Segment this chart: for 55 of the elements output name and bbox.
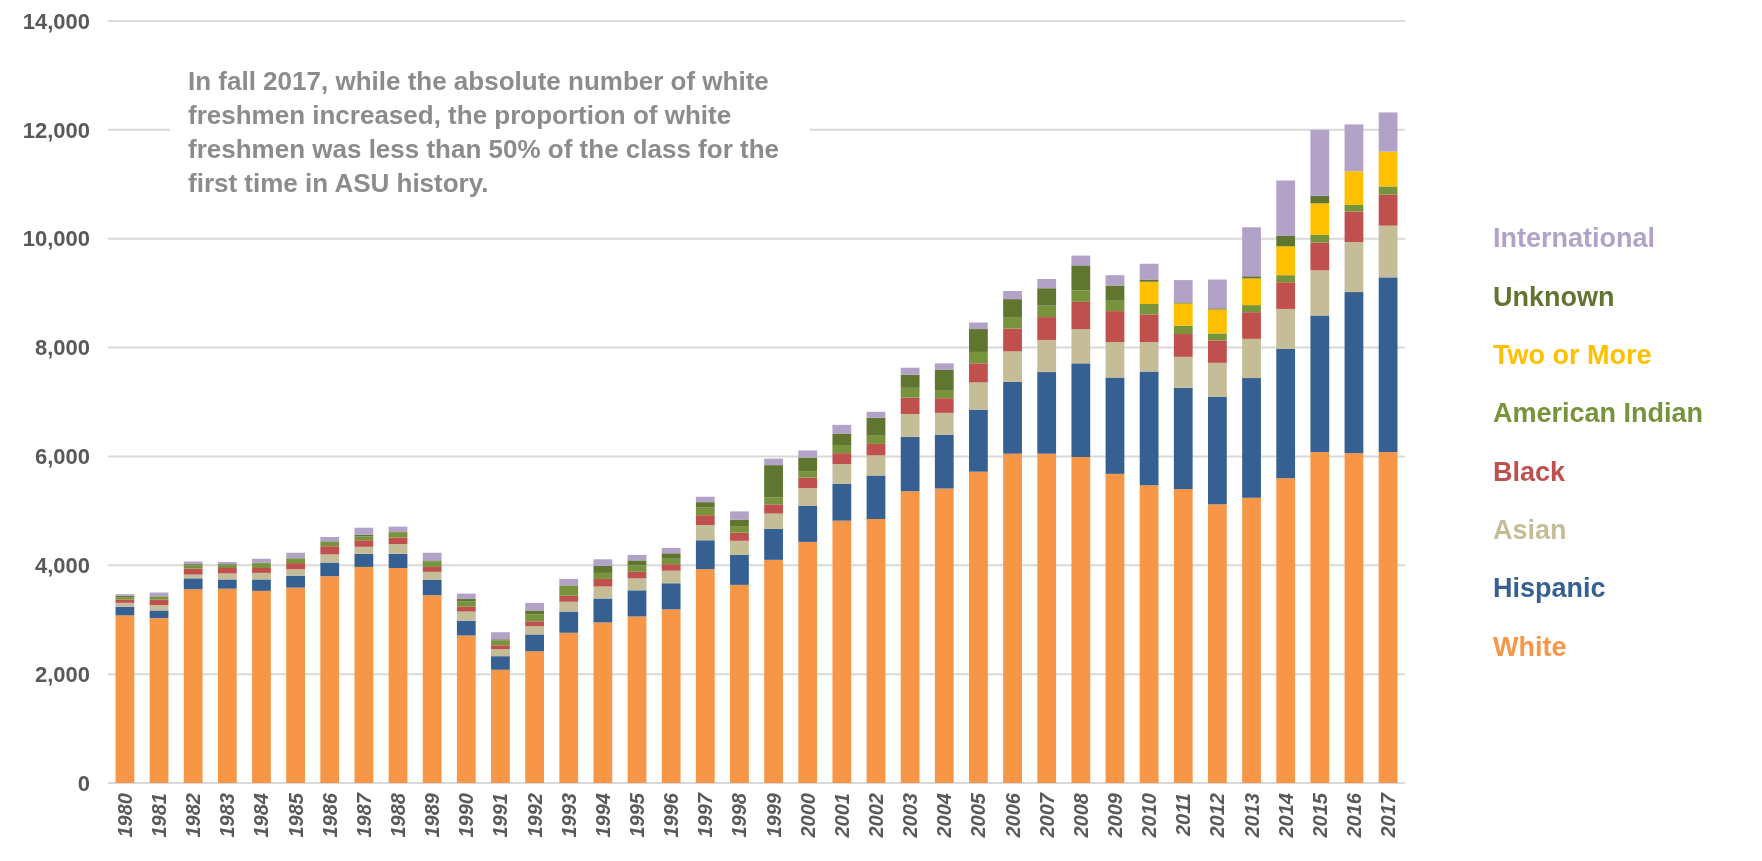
x-tick-label: 2004 bbox=[933, 793, 956, 839]
text: Asian bbox=[1493, 514, 1567, 545]
x-tick-label: 2007 bbox=[1035, 792, 1058, 839]
x-tick-label: 1995 bbox=[626, 792, 649, 838]
x-tick-label: 1990 bbox=[455, 793, 478, 838]
x-tick-label: 1994 bbox=[591, 793, 614, 838]
y-tick-label: 0 bbox=[77, 770, 90, 796]
x-tick-label: 2008 bbox=[1069, 792, 1092, 839]
x-tick-label: 1999 bbox=[762, 792, 785, 838]
x-tick-label: 2011 bbox=[1172, 793, 1195, 838]
x-tick-label: 1996 bbox=[660, 792, 683, 838]
x-tick-label: 2002 bbox=[864, 793, 887, 839]
x-tick-label: 2010 bbox=[1138, 793, 1161, 839]
x-tick-label: 1991 bbox=[489, 793, 512, 838]
x-tick-label: 1983 bbox=[216, 793, 239, 838]
text: White bbox=[1493, 631, 1567, 662]
text: Unknown bbox=[1493, 281, 1615, 312]
x-tick-label: 1993 bbox=[557, 793, 580, 838]
x-tick-label: 1982 bbox=[182, 793, 205, 838]
x-tick-label: 2006 bbox=[1001, 792, 1024, 839]
y-tick-label: 6,000 bbox=[34, 444, 90, 470]
x-tick-label: 1988 bbox=[387, 792, 410, 838]
x-tick-label: 1998 bbox=[728, 792, 751, 838]
text: Two or More bbox=[1493, 340, 1652, 371]
text: Hispanic bbox=[1493, 573, 1606, 604]
x-tick-label: 2003 bbox=[899, 793, 922, 839]
y-tick-label: 4,000 bbox=[34, 552, 90, 578]
y-tick-label: 2,000 bbox=[34, 661, 90, 687]
y-tick-label: 14,000 bbox=[22, 8, 90, 34]
text: International bbox=[1493, 223, 1656, 254]
y-tick-label: 12,000 bbox=[22, 117, 90, 143]
x-tick-label: 1987 bbox=[352, 792, 375, 838]
x-tick-label: 1997 bbox=[694, 792, 717, 838]
x-tick-label: 2005 bbox=[967, 792, 990, 839]
x-tick-label: 2017 bbox=[1377, 792, 1400, 839]
y-tick-label: 8,000 bbox=[34, 335, 90, 361]
y-tick-label: 10,000 bbox=[22, 226, 90, 252]
x-tick-label: 2013 bbox=[1240, 793, 1263, 839]
x-tick-label: 2014 bbox=[1274, 793, 1297, 839]
text: American Indian bbox=[1493, 398, 1704, 429]
x-tick-label: 2015 bbox=[1308, 792, 1331, 839]
x-tick-label: 2016 bbox=[1342, 792, 1365, 839]
x-tick-label: 2012 bbox=[1206, 793, 1229, 839]
x-tick-label: 1980 bbox=[113, 793, 136, 838]
x-tick-label: 1984 bbox=[250, 793, 273, 838]
x-tick-label: 1989 bbox=[421, 792, 444, 838]
x-tick-label: 1981 bbox=[148, 793, 171, 838]
x-tick-label: 2000 bbox=[796, 793, 819, 839]
x-tick-label: 1992 bbox=[523, 793, 546, 838]
x-tick-label: 1985 bbox=[284, 792, 307, 838]
x-tick-label: 2009 bbox=[1103, 792, 1126, 839]
text: Black bbox=[1493, 456, 1567, 487]
x-tick-label: 1986 bbox=[318, 792, 341, 838]
x-tick-label: 2001 bbox=[830, 793, 853, 839]
annotation: In fall 2017, while the absolute number of white freshmen increased, the proportion of white freshmen was less than 50% of the class for the first time in ASU history. bbox=[188, 66, 779, 198]
